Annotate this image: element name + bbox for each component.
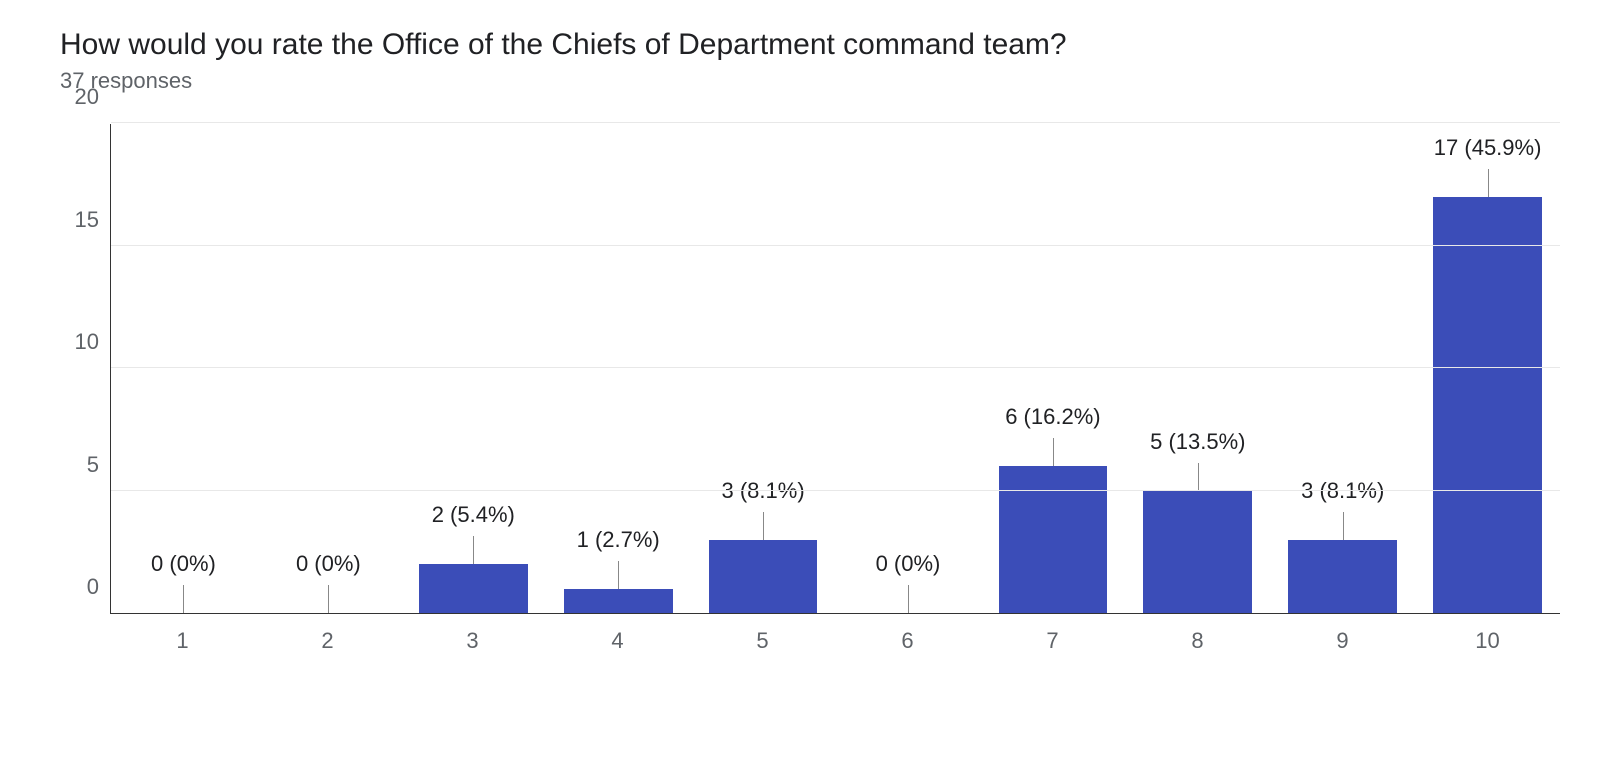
- label-connector: [618, 561, 619, 589]
- label-connector: [1053, 438, 1054, 466]
- bar-label: 0 (0%): [876, 551, 941, 577]
- bar-label: 0 (0%): [151, 551, 216, 577]
- bar-label: 1 (2.7%): [577, 527, 660, 553]
- chart-wrap: 0 (0%) 0 (0%) 2 (5.4%) 1 (2.7%) 3 (8.1%) 0 (0…: [110, 124, 1560, 654]
- x-tick: 6: [835, 628, 980, 654]
- x-tick: 7: [980, 628, 1125, 654]
- bar-column: 0 (0%): [111, 124, 256, 613]
- y-tick: 0: [87, 574, 99, 600]
- bar: [564, 589, 673, 614]
- bar: [1143, 491, 1252, 614]
- chart-title: How would you rate the Office of the Chi…: [60, 28, 1560, 62]
- y-tick: 10: [75, 329, 99, 355]
- bars-group: 0 (0%) 0 (0%) 2 (5.4%) 1 (2.7%) 3 (8.1%) 0 (0…: [111, 124, 1560, 613]
- bar: [709, 540, 818, 614]
- gridline: [111, 490, 1560, 491]
- x-tick: 3: [400, 628, 545, 654]
- x-tick: 4: [545, 628, 690, 654]
- chart-container: How would you rate the Office of the Chi…: [0, 0, 1600, 674]
- label-connector: [328, 585, 329, 613]
- bar-column: 17 (45.9%): [1415, 124, 1560, 613]
- label-connector: [763, 512, 764, 540]
- y-tick: 20: [75, 84, 99, 110]
- bar-label: 6 (16.2%): [1005, 404, 1100, 430]
- gridline: [111, 245, 1560, 246]
- bar-column: 0 (0%): [256, 124, 401, 613]
- gridline: [111, 367, 1560, 368]
- label-connector: [908, 585, 909, 613]
- x-tick: 9: [1270, 628, 1415, 654]
- bar-column: 3 (8.1%): [1270, 124, 1415, 613]
- x-tick: 2: [255, 628, 400, 654]
- bar-label: 3 (8.1%): [722, 478, 805, 504]
- bar-label: 0 (0%): [296, 551, 361, 577]
- gridline: [111, 122, 1560, 123]
- bar-label: 2 (5.4%): [432, 502, 515, 528]
- label-connector: [183, 585, 184, 613]
- bar: [1433, 197, 1542, 614]
- x-tick: 10: [1415, 628, 1560, 654]
- label-connector: [1343, 512, 1344, 540]
- x-axis: 12345678910: [110, 628, 1560, 654]
- bar: [999, 466, 1108, 613]
- bar-column: 1 (2.7%): [546, 124, 691, 613]
- bar-column: 6 (16.2%): [980, 124, 1125, 613]
- bar: [1288, 540, 1397, 614]
- plot-area: 0 (0%) 0 (0%) 2 (5.4%) 1 (2.7%) 3 (8.1%) 0 (0…: [110, 124, 1560, 614]
- bar-column: 2 (5.4%): [401, 124, 546, 613]
- x-tick: 8: [1125, 628, 1270, 654]
- y-tick: 5: [87, 452, 99, 478]
- bar-column: 0 (0%): [836, 124, 981, 613]
- y-tick: 15: [75, 207, 99, 233]
- bar-label: 5 (13.5%): [1150, 429, 1245, 455]
- chart-subtitle: 37 responses: [60, 68, 1560, 94]
- bar-column: 5 (13.5%): [1125, 124, 1270, 613]
- x-tick: 1: [110, 628, 255, 654]
- label-connector: [473, 536, 474, 564]
- label-connector: [1488, 169, 1489, 197]
- bar: [419, 564, 528, 613]
- bar-label: 17 (45.9%): [1434, 135, 1542, 161]
- bar-column: 3 (8.1%): [691, 124, 836, 613]
- label-connector: [1198, 463, 1199, 491]
- x-tick: 5: [690, 628, 835, 654]
- bar-label: 3 (8.1%): [1301, 478, 1384, 504]
